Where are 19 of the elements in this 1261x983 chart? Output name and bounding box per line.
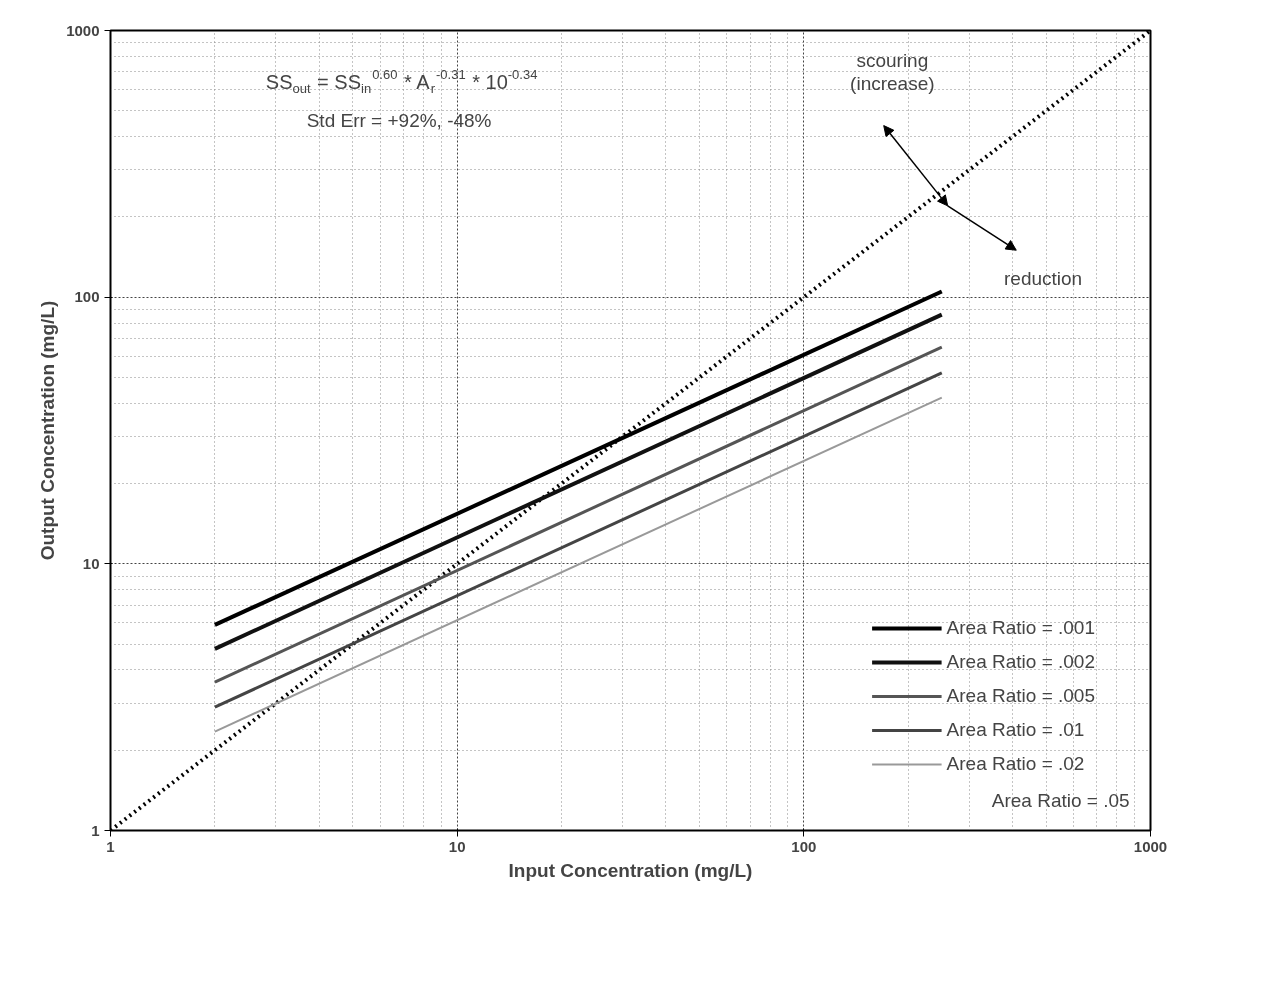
y-tick-label: 1 — [91, 821, 100, 839]
legend-label: Area Ratio = .001 — [946, 617, 1095, 639]
x-tick-label: 1 — [106, 837, 115, 855]
annotation: Std Err = +92%, -48% — [306, 109, 492, 131]
annotation: scouring (increase) — [850, 50, 935, 95]
y-tick-label: 1000 — [66, 21, 100, 39]
annotation: Area Ratio = .05 — [991, 789, 1130, 811]
x-tick-label: 100 — [791, 837, 817, 855]
annotation: reduction — [1004, 268, 1083, 290]
y-axis-title: Output Concentration (mg/L) — [37, 300, 59, 561]
legend-label: Area Ratio = .005 — [946, 685, 1095, 707]
legend-label: Area Ratio = .02 — [946, 753, 1085, 775]
x-tick-label: 10 — [448, 837, 466, 855]
y-tick-label: 100 — [74, 288, 100, 306]
legend-label: Area Ratio = .002 — [946, 651, 1095, 673]
x-axis-title: Input Concentration (mg/L) — [508, 859, 753, 881]
legend-label: Area Ratio = .01 — [946, 719, 1085, 741]
x-tick-label: 1000 — [1133, 837, 1168, 855]
y-tick-label: 10 — [82, 554, 100, 572]
